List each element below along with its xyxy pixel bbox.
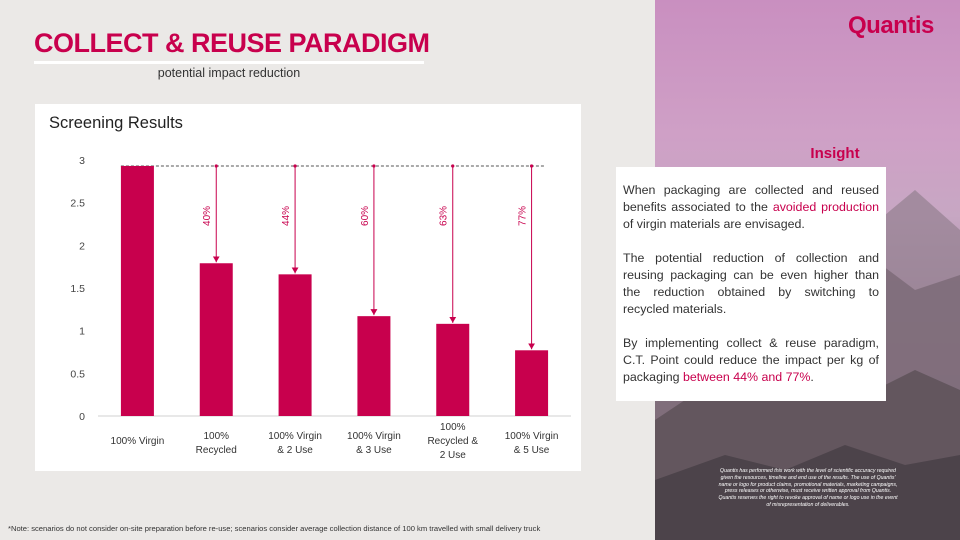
x-tick-label: 100% Virgin — [111, 436, 165, 447]
y-tick-label: 2 — [79, 240, 85, 252]
x-tick-label: 100% Virgin & 2 Use — [268, 431, 322, 456]
insight-title: Insight — [810, 145, 860, 162]
page-title: COLLECT & REUSE PARADIGM — [34, 28, 430, 58]
y-tick-label: 3 — [79, 155, 85, 167]
bar-4 — [357, 316, 391, 416]
bar-2 — [199, 263, 233, 416]
insight-box: When packaging are collected and reused … — [616, 167, 886, 401]
disclaimer-text: Quantis has performed this work with the… — [718, 468, 898, 508]
title-underline — [34, 61, 424, 64]
reduction-arrow-origin — [372, 164, 376, 168]
footnote: *Note: scenarios do not consider on-site… — [8, 524, 541, 533]
bar-chart: 0 0.5 1 1.5 2 2.5 3 100% Virgin 100% Recycled 40% 1… — [70, 155, 571, 461]
chart-panel: 0 0.5 1 1.5 2 2.5 3 100% Virgin 100% Recycled 40% 1… — [35, 104, 581, 471]
reduction-label: 44% — [281, 206, 292, 226]
reduction-arrow-origin — [529, 164, 534, 168]
y-tick-label: 0.5 — [70, 368, 85, 380]
insight-highlight-avoided-production: avoided production — [772, 200, 880, 214]
reduction-arrow-origin — [293, 164, 297, 168]
insight-highlight-range: between 44% and 77% — [682, 370, 811, 384]
bar-6 — [515, 350, 549, 416]
y-tick-label: 2.5 — [70, 198, 85, 210]
bar-5 — [436, 323, 470, 416]
chart-title: Screening Results — [49, 114, 183, 132]
x-tick-label: 100% Virgin & 3 Use — [347, 431, 401, 456]
y-tick-label: 0 — [79, 411, 85, 423]
y-tick-label: 1 — [79, 326, 85, 338]
quantis-logo: Quantis — [848, 12, 934, 39]
reduction-label: 40% — [202, 206, 213, 226]
bar-3 — [278, 274, 312, 416]
reduction-label: 77% — [518, 206, 529, 226]
insight-paragraph-1: When packaging are collected and reused … — [623, 183, 880, 231]
page-subtitle: potential impact reduction — [157, 66, 301, 80]
reduction-label: 60% — [360, 206, 371, 226]
insight-paragraph-3: By implementing collect & reuse paradigm… — [623, 336, 879, 384]
x-tick-label: 100% Virgin & 5 Use — [505, 431, 559, 456]
x-tick-label: 100% Recycled & 2 Use — [427, 422, 478, 461]
reduction-label: 63% — [439, 206, 450, 226]
bar-1 — [120, 165, 154, 416]
reduction-arrow-origin — [451, 164, 455, 168]
insight-paragraph-2: The potential reduction of collection an… — [623, 251, 879, 316]
reduction-arrow-origin — [214, 164, 218, 168]
y-tick-label: 1.5 — [70, 283, 85, 295]
x-tick-label: 100% Recycled — [196, 431, 237, 456]
